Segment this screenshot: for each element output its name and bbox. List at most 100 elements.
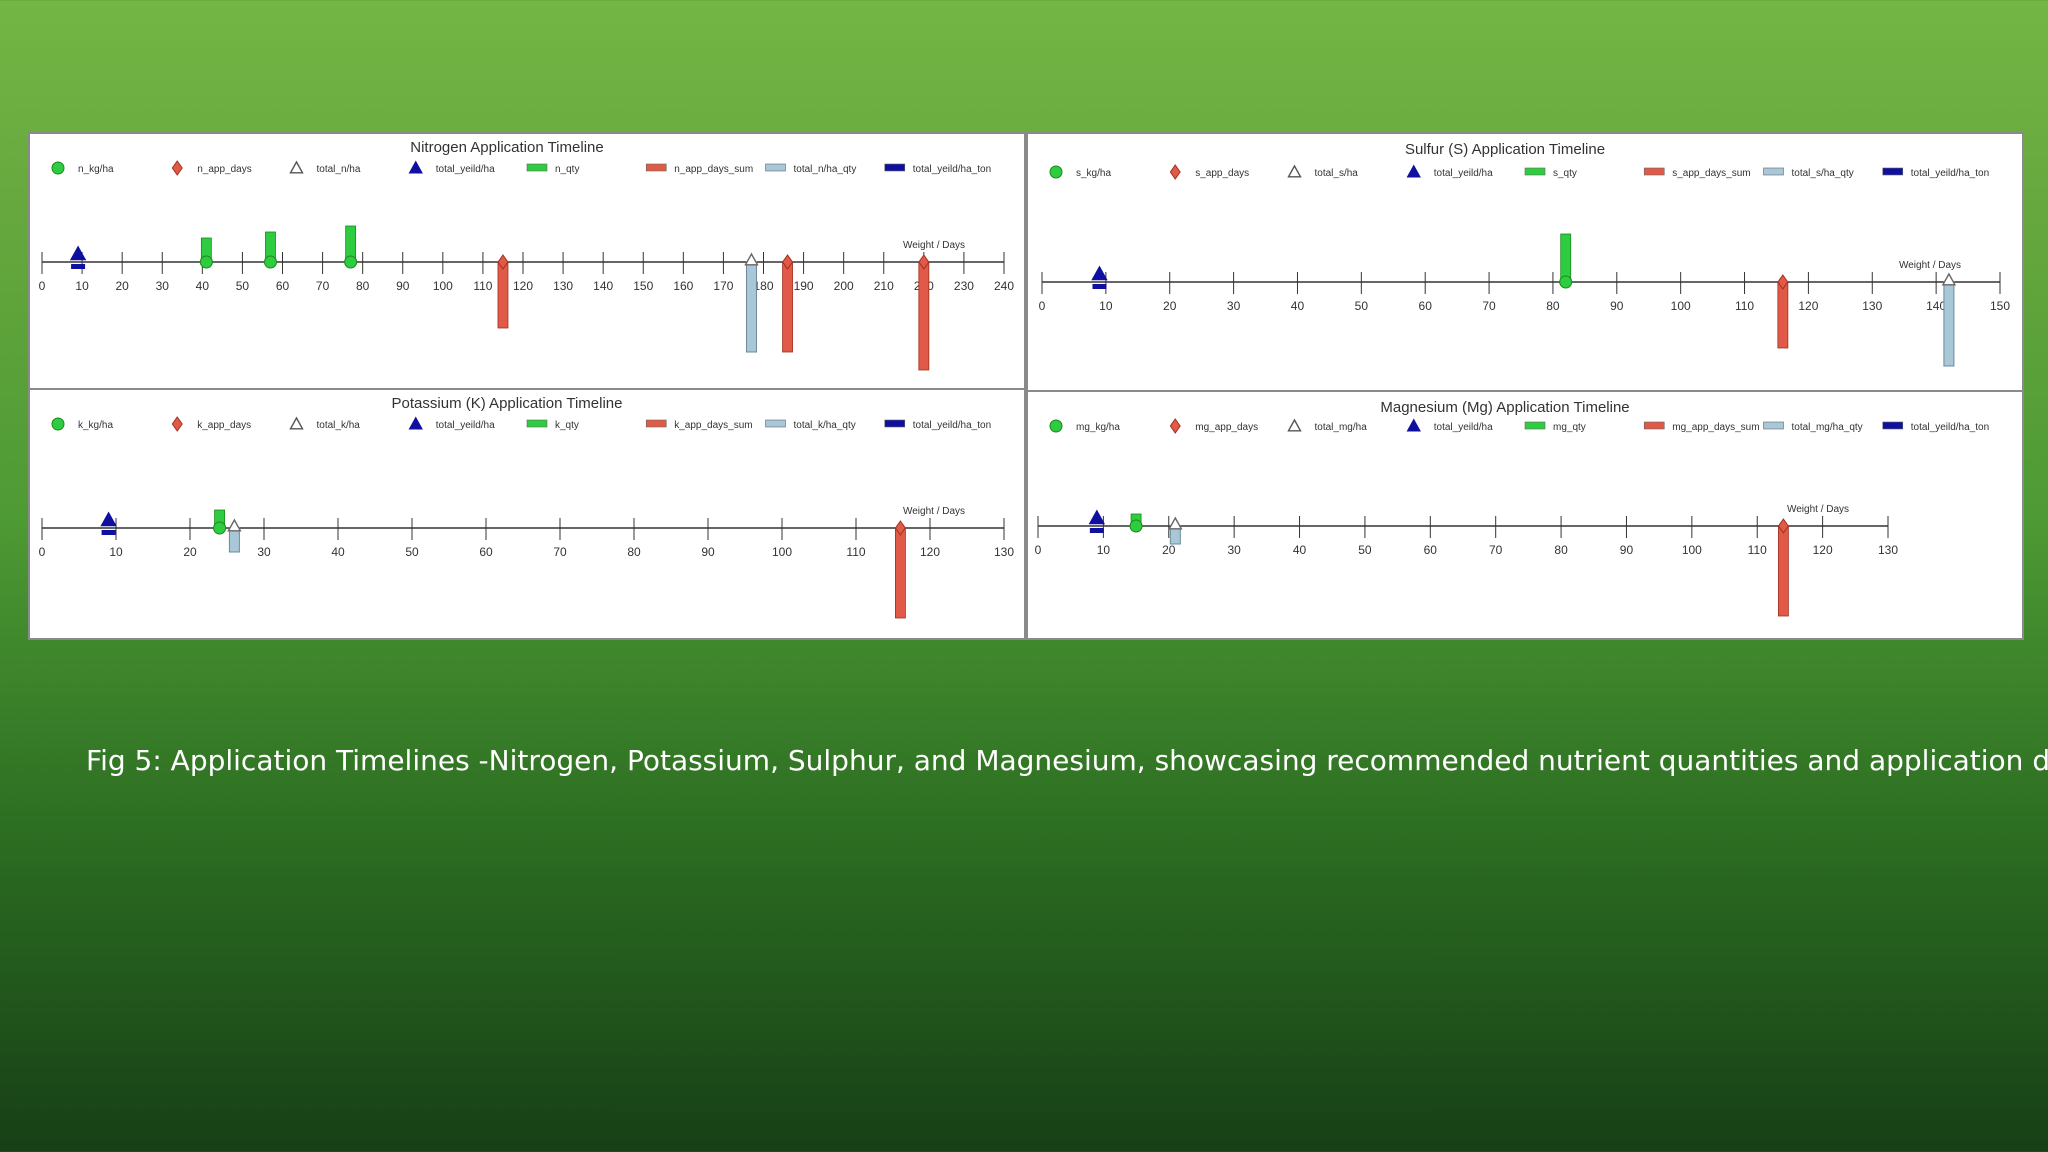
qty-marker — [263, 255, 277, 269]
yield-bar — [1089, 528, 1104, 533]
total-marker — [1941, 272, 1957, 286]
tick-label: 240 — [994, 279, 1014, 293]
legend-marker — [1169, 418, 1181, 434]
tick-label: 0 — [39, 279, 46, 293]
chart-title: Sulfur (S) Application Timeline — [1405, 141, 1605, 158]
chart-panel-nitrogen: Nitrogen Application Timeline n_kg/ha n_ap… — [28, 132, 1026, 390]
app-days-marker — [1777, 274, 1789, 290]
qty-bar — [1560, 233, 1572, 283]
tick-label: 70 — [1482, 299, 1496, 313]
tick-label: 140 — [593, 279, 613, 293]
tick-label: 60 — [479, 545, 493, 559]
tick-label: 100 — [1682, 543, 1702, 557]
app-days-marker — [918, 254, 930, 270]
legend-label: total_yeild/ha — [436, 420, 495, 431]
tick-label: 60 — [1419, 299, 1433, 313]
tick-label: 10 — [75, 279, 89, 293]
tick-label: 90 — [1620, 543, 1634, 557]
tick-label: 150 — [633, 279, 653, 293]
legend-marker — [1287, 164, 1302, 178]
tick-label: 120 — [513, 279, 533, 293]
tick-label: 120 — [920, 545, 940, 559]
legend-marker — [1882, 167, 1904, 176]
tick-label: 130 — [994, 545, 1014, 559]
tick-label: 150 — [1990, 299, 2010, 313]
app-days-marker — [894, 520, 906, 536]
chart-sulfur: Sulfur (S) Application Timelines_kg/ha s_… — [1039, 141, 2010, 367]
figure-caption: Fig 5: Application Timelines -Nitrogen, … — [86, 744, 2048, 777]
legend-marker — [171, 160, 183, 176]
tick-label: 120 — [1813, 543, 1833, 557]
tick-label: 90 — [1610, 299, 1624, 313]
tick-label: 30 — [156, 279, 170, 293]
tick-label: 50 — [236, 279, 250, 293]
tick-label: 50 — [405, 545, 419, 559]
app-days-marker — [1777, 518, 1789, 534]
legend: mg_kg/ha mg_app_days total_mg/ha total_yeil… — [1049, 418, 1989, 434]
legend-marker — [884, 163, 906, 172]
legend-marker — [289, 160, 304, 174]
tick-label: 110 — [1735, 299, 1754, 313]
data-marks — [100, 509, 906, 619]
legend-marker — [171, 416, 183, 432]
tick-label: 40 — [331, 545, 345, 559]
legend-marker — [645, 163, 667, 172]
yield-marker — [100, 511, 117, 527]
app-days-bar — [895, 527, 906, 619]
total-marker — [227, 518, 242, 532]
tick-label: 70 — [553, 545, 567, 559]
legend-marker — [1406, 164, 1421, 178]
chart-potassium: Potassium (K) Application Timeline k_kg/h… — [39, 395, 1014, 619]
legend-marker — [1169, 164, 1181, 180]
tick-label: 120 — [1798, 299, 1818, 313]
legend-label: mg_app_days — [1195, 422, 1258, 433]
legend-label: total_yeild/ha — [1434, 422, 1493, 433]
tick-label: 30 — [1227, 543, 1241, 557]
legend: k_kg/ha k_app_days total_k/ha total_yeild/h… — [51, 416, 991, 432]
legend-label: k_app_days_sum — [674, 420, 752, 431]
legend-marker — [1049, 419, 1063, 433]
yield-bar — [71, 264, 86, 269]
legend-label: total_k/ha_qty — [794, 420, 856, 431]
app-days-bar — [1777, 525, 1789, 617]
app-days-bar — [782, 261, 793, 353]
legend-marker — [884, 419, 906, 428]
app-days-marker — [782, 254, 794, 270]
data-marks — [1091, 233, 1957, 367]
legend-label: mg_kg/ha — [1076, 422, 1120, 433]
tick-label: 40 — [196, 279, 210, 293]
legend-marker — [1049, 165, 1063, 179]
legend-marker — [1643, 421, 1665, 430]
tick-label: 130 — [553, 279, 573, 293]
legend-marker — [408, 160, 423, 174]
qty-marker — [344, 255, 358, 269]
yield-marker — [69, 245, 87, 261]
legend-label: k_app_days — [197, 420, 251, 431]
tick-label: 180 — [753, 279, 773, 293]
tick-label: 100 — [772, 545, 792, 559]
chart-panel-magnesium: Magnesium (Mg) Application Timeline mg_kg… — [1026, 390, 2024, 640]
legend-marker — [765, 163, 786, 172]
tick-label: 170 — [713, 279, 733, 293]
tick-label: 200 — [834, 279, 854, 293]
legend-marker — [1287, 418, 1302, 432]
tick-label: 20 — [1163, 299, 1177, 313]
tick-label: 40 — [1293, 543, 1307, 557]
tick-label: 100 — [1671, 299, 1691, 313]
yield-marker — [1088, 509, 1106, 525]
tick-label: 90 — [396, 279, 410, 293]
tick-label: 50 — [1355, 299, 1369, 313]
legend-marker — [1763, 421, 1784, 430]
legend-marker — [289, 416, 304, 430]
tick-label: 110 — [1748, 543, 1767, 557]
tick-label: 60 — [276, 279, 290, 293]
qty-marker — [213, 521, 227, 535]
tick-label: 80 — [627, 545, 641, 559]
chart-title: Magnesium (Mg) Application Timeline — [1380, 399, 1629, 416]
chart-magnesium: Magnesium (Mg) Application Timeline mg_kg… — [1035, 399, 1989, 617]
tick-label: 0 — [1035, 543, 1042, 557]
chart-panel-potassium: Potassium (K) Application Timeline k_kg/h… — [28, 388, 1026, 640]
legend-marker — [1524, 167, 1546, 176]
tick-label: 230 — [954, 279, 974, 293]
tick-label: 70 — [316, 279, 330, 293]
